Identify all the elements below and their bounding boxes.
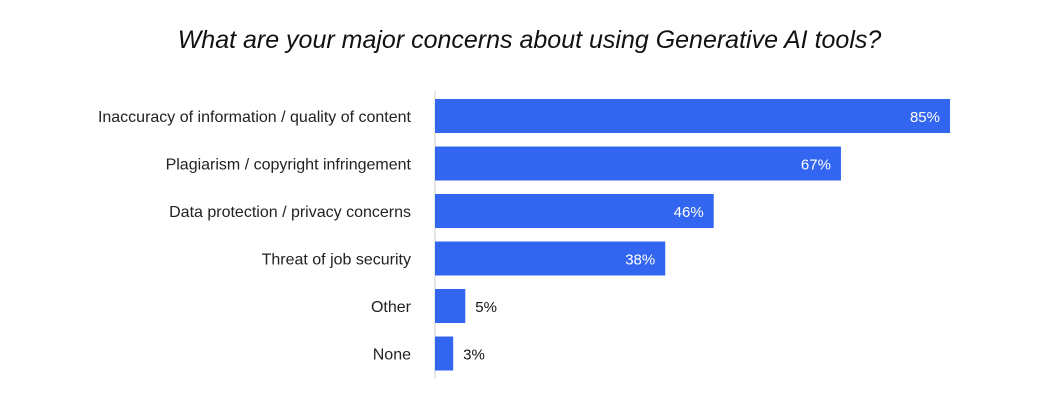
bars-group: Inaccuracy of information / quality of c… [98, 99, 951, 371]
value-label: 5% [475, 299, 497, 316]
bar [435, 99, 951, 133]
bar [435, 336, 454, 371]
value-label: 85% [910, 109, 940, 126]
bar [435, 241, 666, 276]
category-label: Plagiarism / copyright infringement [166, 157, 412, 174]
value-label: 46% [674, 204, 704, 221]
category-label: Other [371, 299, 412, 316]
bar [435, 146, 841, 181]
value-label: 3% [463, 347, 485, 364]
category-label: Data protection / privacy concerns [169, 204, 411, 221]
category-label: Inaccuracy of information / quality of c… [98, 109, 412, 126]
bar [435, 194, 714, 228]
category-label: Threat of job security [262, 252, 411, 269]
bar [435, 289, 466, 323]
category-label: None [373, 347, 411, 364]
value-label: 38% [625, 252, 655, 269]
chart-title: What are your major concerns about using… [177, 26, 882, 54]
value-label: 67% [801, 157, 831, 174]
